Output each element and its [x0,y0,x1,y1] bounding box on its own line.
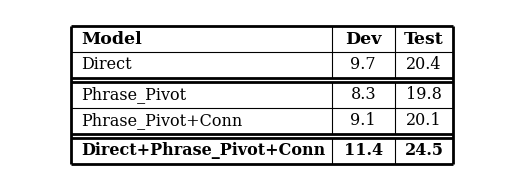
Text: Model: Model [81,30,141,48]
Text: 20.1: 20.1 [406,112,441,129]
Text: 24.5: 24.5 [403,142,443,159]
Text: Phrase_Pivot+Conn: Phrase_Pivot+Conn [81,112,242,129]
Text: 19.8: 19.8 [406,86,441,103]
Text: Test: Test [403,30,443,48]
Text: 9.1: 9.1 [350,112,375,129]
Text: 11.4: 11.4 [343,142,382,159]
Text: 9.7: 9.7 [350,56,375,73]
Text: Dev: Dev [344,30,381,48]
Text: 20.4: 20.4 [406,56,441,73]
Text: Direct+Phrase_Pivot+Conn: Direct+Phrase_Pivot+Conn [81,142,325,159]
Text: Direct: Direct [81,56,131,73]
Text: 8.3: 8.3 [350,86,375,103]
Text: Phrase_Pivot: Phrase_Pivot [81,86,186,103]
